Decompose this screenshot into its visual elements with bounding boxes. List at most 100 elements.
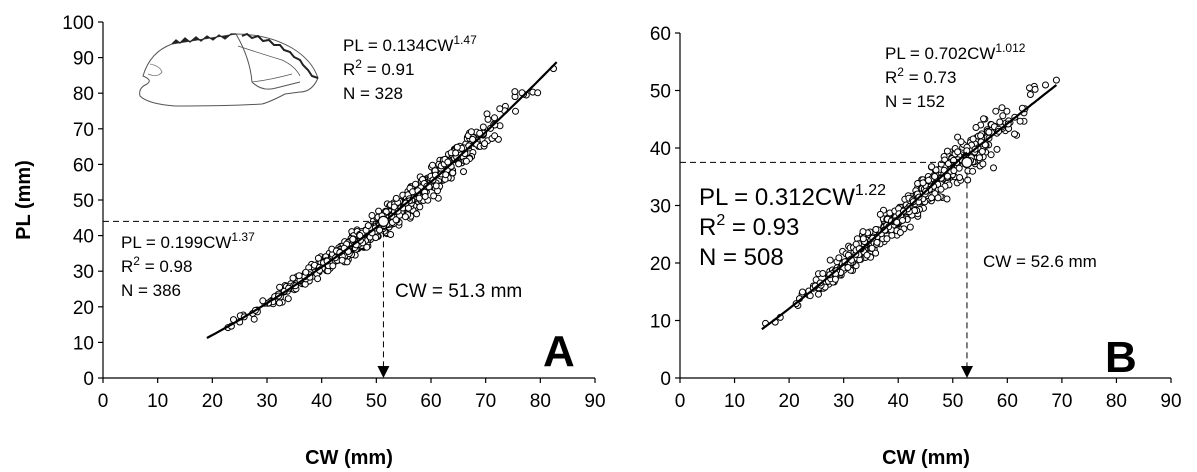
y-tick-label: 80 [73, 84, 94, 105]
scatter-point [368, 212, 376, 219]
scatter-point [999, 112, 1007, 120]
y-tick-label: 0 [660, 369, 671, 390]
scatter-point [954, 148, 962, 156]
x-tick-label: 90 [584, 391, 605, 412]
scatter-point [432, 182, 440, 190]
scatter-point [460, 168, 467, 176]
x-tick-label: 40 [888, 391, 909, 412]
scatter-point [416, 203, 424, 211]
scatter-point [896, 229, 904, 236]
scatter-point [467, 128, 475, 136]
scatter-point [449, 169, 457, 177]
scatter-point [534, 89, 542, 97]
scatter-point [972, 124, 980, 131]
scatter-point [387, 231, 395, 238]
y-tick-label: 20 [650, 254, 671, 275]
x-tick-label: 60 [420, 391, 441, 412]
scatter-point [484, 115, 492, 123]
y-tick-label: 60 [73, 155, 94, 176]
y-tick-label: 50 [650, 82, 671, 103]
scatter-point [392, 216, 400, 224]
scatter-point [863, 251, 871, 259]
x-tick-label: 20 [202, 391, 223, 412]
scatter-point [859, 235, 867, 243]
scatter-point [442, 171, 450, 179]
scatter-point [873, 238, 881, 246]
scatter-point [392, 194, 400, 202]
scatter-point [349, 235, 357, 243]
scatter-point [950, 167, 958, 175]
scatter-point [412, 180, 419, 188]
scatter-point [250, 315, 258, 323]
y-tick-label: 90 [73, 49, 94, 70]
panel-b-breakpoint-marker [961, 156, 973, 168]
scatter-point [430, 192, 438, 200]
x-tick-label: 90 [1160, 391, 1181, 412]
scatter-point [969, 135, 977, 143]
panel-b-lower-r2: R2 = 0.93 [699, 212, 799, 241]
scatter-point [956, 174, 964, 181]
scatter-point [992, 107, 1000, 115]
scatter-point [413, 210, 421, 218]
panel-b-breakpoint-label: CW = 52.6 mm [983, 252, 1097, 271]
scatter-point [483, 110, 491, 118]
scatter-point [964, 176, 972, 184]
x-tick-label: 30 [833, 391, 854, 412]
scatter-point [462, 157, 470, 165]
panel-a-fit-lines [206, 61, 558, 339]
scatter-point [302, 268, 310, 276]
panel-a-breakpoint-label: CW = 51.3 mm [395, 281, 522, 302]
scatter-point [979, 160, 987, 168]
scatter-point [479, 123, 487, 131]
y-tick-label: 50 [73, 191, 94, 212]
scatter-point [954, 133, 962, 141]
scatter-point [376, 226, 384, 234]
x-tick-label: 10 [724, 391, 745, 412]
x-tick-label: 70 [475, 391, 496, 412]
scatter-point [481, 140, 489, 148]
y-tick-label: 20 [73, 298, 94, 319]
panel-b-scatter-points [762, 76, 1060, 327]
scatter-point [284, 295, 292, 303]
scatter-point [415, 194, 423, 202]
scatter-point [990, 164, 997, 172]
x-tick-label: 0 [675, 391, 686, 412]
scatter-point [976, 154, 983, 162]
y-tick-label: 40 [650, 139, 671, 160]
x-tick-label: 60 [997, 391, 1018, 412]
scatter-point [985, 128, 993, 136]
scatter-point [469, 135, 477, 143]
panel-b-upper-n: N = 152 [885, 92, 945, 111]
panel-a-breakpoint-marker [377, 215, 390, 227]
panel-a-lower-n: N = 386 [121, 281, 181, 300]
y-tick-label: 30 [650, 197, 671, 218]
x-tick-label: 50 [942, 391, 963, 412]
y-tick-label: 30 [73, 262, 94, 283]
scatter-point [925, 176, 932, 184]
x-tick-label: 70 [1051, 391, 1072, 412]
scatter-point [1052, 76, 1060, 84]
scatter-point [1026, 91, 1034, 98]
scatter-point [928, 194, 935, 202]
scatter-point [906, 223, 914, 231]
panel-b-lower-n: N = 508 [699, 244, 784, 271]
scatter-point [993, 145, 1001, 153]
panel-a-y-axis-title: PL (mm) [13, 160, 35, 240]
upper-fit-line [382, 61, 558, 224]
scatter-point [831, 275, 839, 283]
panel-a-breakpoint-arrow [377, 366, 390, 378]
panel-a-y-ticks: 0 10 20 30 40 50 60 70 80 90 100 [62, 13, 103, 390]
scatter-point [295, 272, 303, 280]
scatter-point [876, 210, 884, 218]
scatter-point [363, 243, 371, 251]
scatter-point [289, 274, 297, 282]
panel-a-upper-n: N = 328 [343, 84, 403, 103]
scatter-point [1016, 117, 1024, 125]
panel-b-lower-equation: PL = 0.312CW1.22 [699, 182, 886, 211]
scatter-point [978, 148, 986, 155]
scatter-point [872, 226, 880, 233]
scatter-point [943, 147, 951, 155]
y-tick-label: 100 [62, 13, 94, 34]
scatter-point [815, 290, 822, 298]
